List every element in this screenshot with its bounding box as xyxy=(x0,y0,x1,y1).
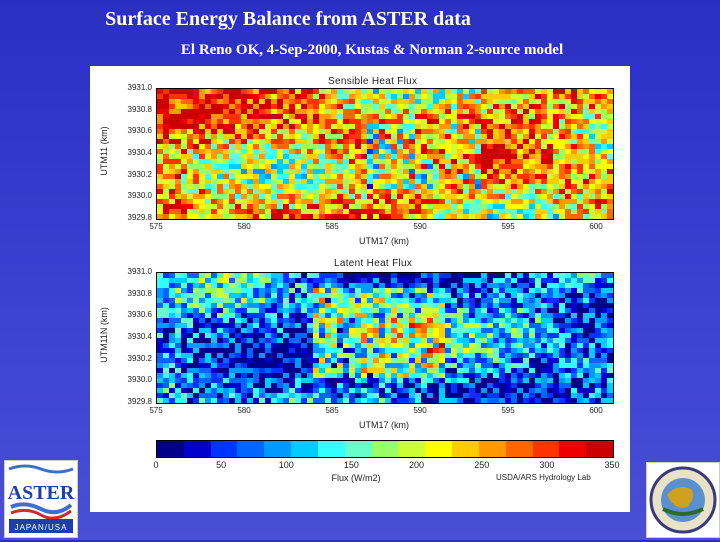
y-tick-label: 3930.2 xyxy=(127,353,152,363)
latent-heat-heatmap xyxy=(156,272,614,404)
x-tick-label: 575 xyxy=(149,406,163,415)
colorbar-tick-label: 100 xyxy=(278,460,294,470)
x-tick-label: 590 xyxy=(413,222,427,231)
usda-seal-logo xyxy=(646,462,720,538)
colorbar-tick-label: 0 xyxy=(153,460,159,470)
colorbar-segment xyxy=(398,441,426,457)
colorbar-segment xyxy=(586,441,614,457)
y-tick-label: 3930.6 xyxy=(127,310,152,320)
colorbar-tick-label: 150 xyxy=(343,460,359,470)
figure-panel: Sensible Heat Flux UTM11 (km) 3931.0 3930… xyxy=(90,66,630,512)
x-tick-label: 580 xyxy=(237,406,251,415)
colorbar-segment xyxy=(505,441,533,457)
panel1-xlabel: UTM17 (km) xyxy=(359,236,409,246)
x-tick-label: 590 xyxy=(413,406,427,415)
x-tick-label: 575 xyxy=(149,222,163,231)
latent-heat-map-svg xyxy=(157,273,613,403)
colorbar-segment xyxy=(559,441,587,457)
colorbar-segment xyxy=(237,441,265,457)
x-tick-label: 585 xyxy=(325,222,339,231)
y-tick-label: 3931.0 xyxy=(127,267,152,276)
credit-text: USDA/ARS Hydrology Lab xyxy=(496,473,591,482)
colorbar-segment xyxy=(317,441,345,457)
aster-logo: ASTER JAPAN/USA xyxy=(4,460,78,538)
colorbar-segment xyxy=(425,441,453,457)
y-tick-label: 3929.8 xyxy=(127,213,152,222)
colorbar-tick-label: 250 xyxy=(474,460,490,470)
y-tick-label: 3930.0 xyxy=(127,375,152,385)
aster-logo-text: ASTER xyxy=(8,482,75,504)
y-tick-label: 3930.0 xyxy=(127,191,152,201)
colorbar-label: Flux (W/m2) xyxy=(331,473,381,483)
colorbar-tick-label: 50 xyxy=(216,460,227,470)
x-tick-label: 585 xyxy=(325,406,339,415)
colorbar-segment xyxy=(183,441,211,457)
x-tick-label: 600 xyxy=(589,406,603,415)
y-tick-label: 3930.6 xyxy=(127,126,152,136)
colorbar-segment xyxy=(210,441,238,457)
panel-title-latent: Latent Heat Flux xyxy=(334,258,413,269)
colorbar-tick-label: 300 xyxy=(539,460,555,470)
y-tick-label: 3931.0 xyxy=(127,83,152,92)
x-tick-label: 595 xyxy=(501,406,515,415)
colorbar-segment xyxy=(371,441,399,457)
colorbar-segment xyxy=(264,441,292,457)
colorbar-segment xyxy=(532,441,560,457)
colorbar-tick-label: 200 xyxy=(409,460,425,470)
colorbar xyxy=(156,440,614,458)
panel-title-sensible: Sensible Heat Flux xyxy=(328,76,418,87)
slide-title: Surface Energy Balance from ASTER data xyxy=(105,8,471,30)
y-tick-label: 3930.8 xyxy=(127,288,152,298)
x-tick-label: 595 xyxy=(501,222,515,231)
colorbar-segment xyxy=(344,441,372,457)
colorbar-tick-label: 350 xyxy=(604,460,620,470)
colorbar-segment xyxy=(157,441,184,457)
colorbar-segment xyxy=(291,441,318,457)
x-tick-label: 600 xyxy=(589,222,603,231)
panel2-xlabel: UTM17 (km) xyxy=(359,420,409,430)
colorbar-segment xyxy=(478,441,506,457)
sensible-heat-map-svg xyxy=(157,89,613,219)
colorbar-segment xyxy=(452,441,479,457)
y-tick-label: 3929.8 xyxy=(127,397,152,406)
sensible-heat-heatmap xyxy=(156,88,614,220)
y-tick-label: 3930.8 xyxy=(127,104,152,114)
x-tick-label: 580 xyxy=(237,222,251,231)
y-tick-label: 3930.2 xyxy=(127,169,152,179)
y-tick-label: 3930.4 xyxy=(127,148,152,157)
svg-text:JAPAN/USA: JAPAN/USA xyxy=(15,523,68,532)
slide-subtitle: El Reno OK, 4-Sep-2000, Kustas & Norman … xyxy=(180,42,564,58)
y-tick-label: 3930.4 xyxy=(127,332,152,341)
